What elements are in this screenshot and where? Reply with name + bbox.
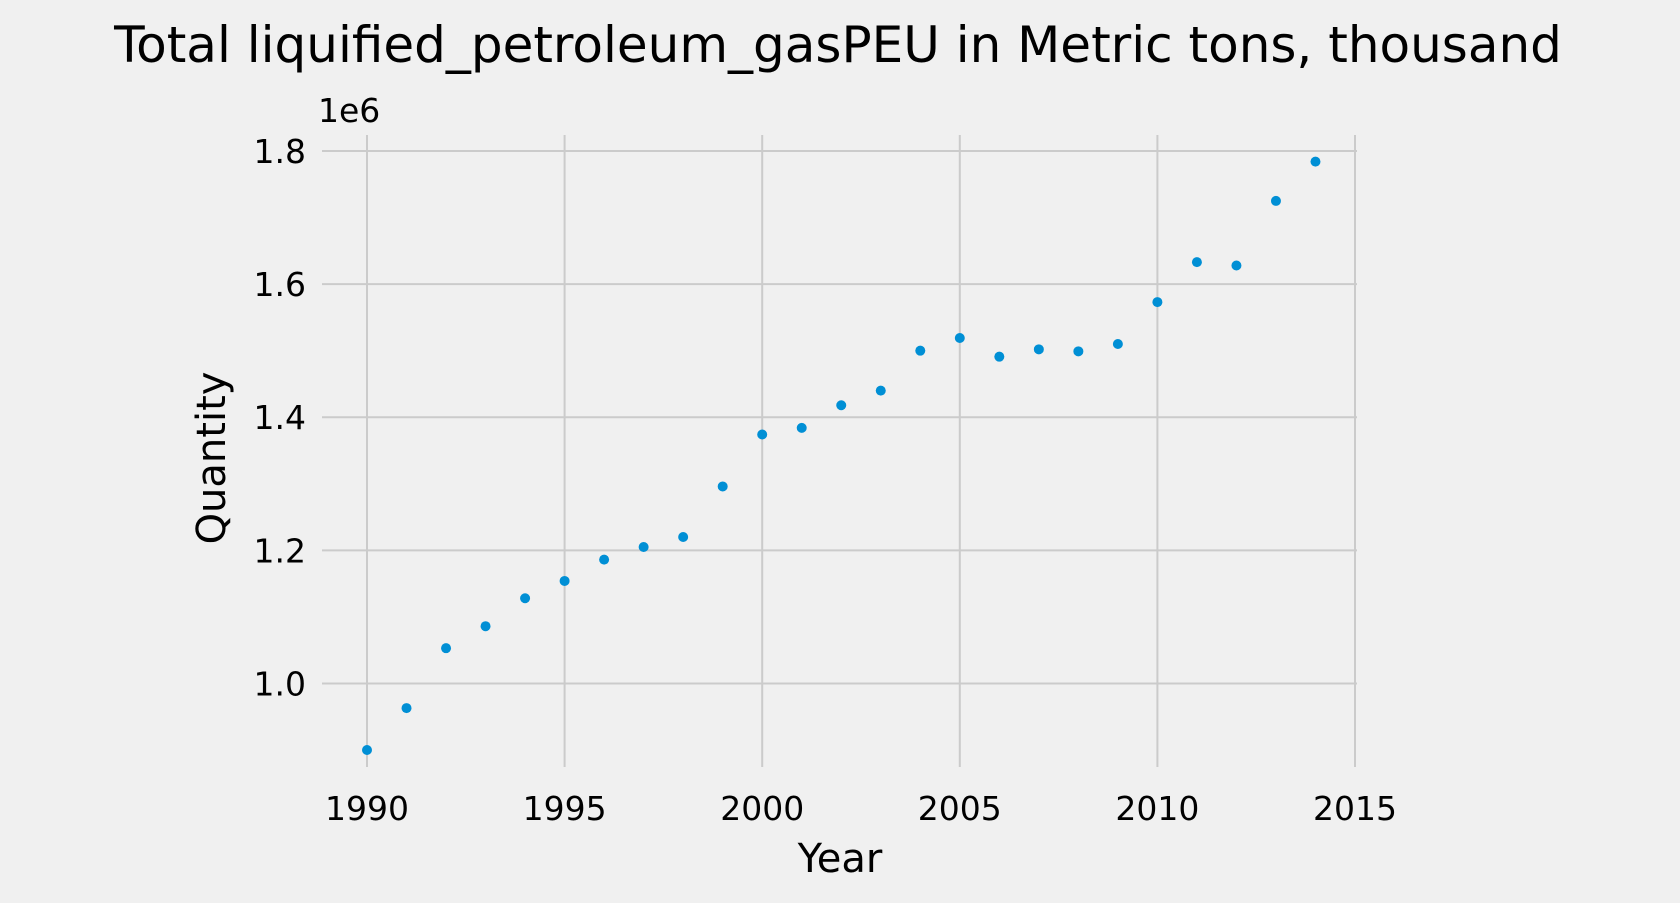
data-point xyxy=(362,745,372,755)
data-point xyxy=(915,345,926,356)
data-point xyxy=(520,593,531,604)
grid xyxy=(322,135,1357,767)
y-axis-offset-label: 1e6 xyxy=(318,91,380,130)
data-point xyxy=(480,621,491,632)
y-tick-label: 1.8 xyxy=(254,132,306,171)
x-tick-label: 2000 xyxy=(720,789,804,828)
data-point xyxy=(559,575,570,586)
x-tick-label: 1995 xyxy=(523,789,607,828)
data-point xyxy=(1033,344,1044,355)
data-points xyxy=(362,156,1321,755)
data-point xyxy=(1073,346,1084,357)
data-point xyxy=(836,400,847,411)
x-tick-label: 2015 xyxy=(1313,789,1397,828)
y-tick-label: 1.0 xyxy=(254,664,306,703)
data-point xyxy=(1270,195,1281,206)
data-point xyxy=(1231,260,1242,271)
x-axis-label: Year xyxy=(797,836,883,882)
y-axis-ticks: 1.0 1.2 1.4 1.6 1.8 xyxy=(254,132,306,703)
y-tick-label: 1.4 xyxy=(254,398,306,437)
data-point xyxy=(994,351,1005,362)
data-point xyxy=(1112,339,1123,350)
data-point xyxy=(1191,257,1202,268)
data-point xyxy=(638,542,649,553)
data-point xyxy=(757,429,768,440)
data-point xyxy=(717,481,728,492)
y-tick-label: 1.2 xyxy=(254,531,306,570)
x-axis-ticks: 1990 1995 2000 2005 2010 2015 xyxy=(325,789,1397,828)
data-point xyxy=(954,333,965,344)
data-point xyxy=(796,422,807,433)
x-tick-label: 2010 xyxy=(1115,789,1199,828)
data-point xyxy=(599,554,610,565)
y-axis-label: Quantity xyxy=(189,372,235,545)
data-point xyxy=(1152,297,1163,308)
chart-title: Total liquified_petroleum_gasPEU in Metr… xyxy=(113,16,1562,74)
data-point xyxy=(1310,156,1321,167)
data-point xyxy=(401,703,412,714)
x-tick-label: 2005 xyxy=(918,789,1002,828)
data-point xyxy=(441,643,452,654)
x-tick-label: 1990 xyxy=(325,789,409,828)
data-point xyxy=(678,532,689,543)
y-tick-label: 1.6 xyxy=(254,265,306,304)
data-point xyxy=(875,385,886,396)
